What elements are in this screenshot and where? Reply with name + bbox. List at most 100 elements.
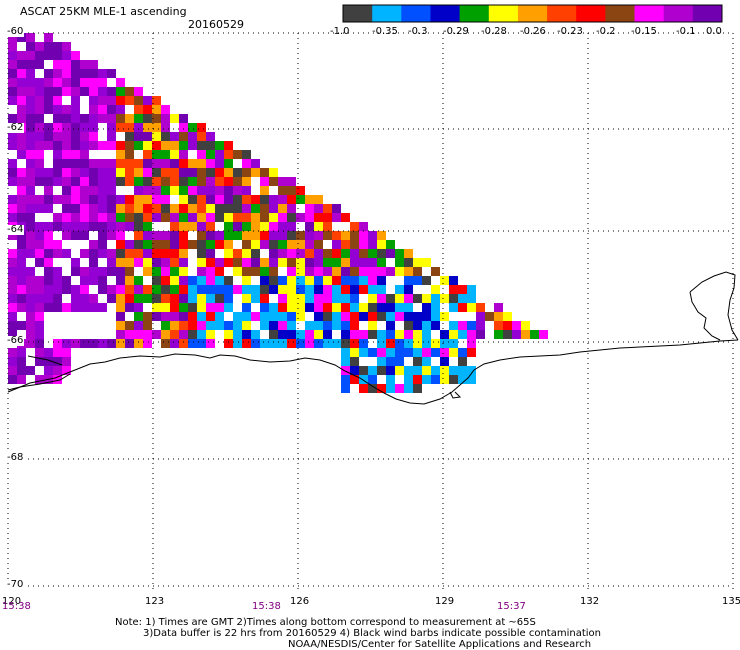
- data-cell: [152, 285, 161, 294]
- data-cell: [134, 339, 143, 348]
- data-cell: [368, 231, 377, 240]
- data-cell: [305, 330, 314, 339]
- data-cell: [170, 312, 179, 321]
- data-cell: [359, 276, 368, 285]
- data-cell: [359, 231, 368, 240]
- data-cell: [44, 285, 53, 294]
- data-cell: [224, 168, 233, 177]
- data-cell: [368, 249, 377, 258]
- data-cell: [89, 159, 98, 168]
- data-cell: [107, 141, 116, 150]
- data-cell: [179, 186, 188, 195]
- data-cell: [296, 294, 305, 303]
- data-cell: [314, 285, 323, 294]
- data-cell: [269, 276, 278, 285]
- data-cell: [62, 132, 71, 141]
- data-cell: [287, 258, 296, 267]
- data-cell: [134, 258, 143, 267]
- data-cell: [251, 177, 260, 186]
- data-cell: [269, 186, 278, 195]
- colorbar-segment: [634, 5, 665, 22]
- data-cell: [494, 312, 503, 321]
- data-cell: [314, 294, 323, 303]
- data-cell: [26, 96, 35, 105]
- data-cell: [62, 357, 71, 366]
- data-cell: [332, 267, 341, 276]
- data-cell: [35, 339, 44, 348]
- data-cell: [35, 150, 44, 159]
- data-cell: [215, 150, 224, 159]
- data-cell: [62, 105, 71, 114]
- data-cell: [71, 87, 80, 96]
- data-cell: [80, 231, 89, 240]
- data-cell: [125, 105, 134, 114]
- data-cell: [35, 276, 44, 285]
- data-cell: [188, 276, 197, 285]
- data-cell: [89, 105, 98, 114]
- data-cell: [242, 213, 251, 222]
- data-cell: [260, 195, 269, 204]
- data-cell: [458, 366, 467, 375]
- data-cell: [161, 222, 170, 231]
- data-cell: [44, 33, 53, 42]
- data-cell: [341, 222, 350, 231]
- data-cell: [449, 312, 458, 321]
- data-cell: [224, 195, 233, 204]
- data-cell: [143, 168, 152, 177]
- data-cell: [116, 285, 125, 294]
- data-cell: [152, 321, 161, 330]
- data-cell: [251, 312, 260, 321]
- data-cell: [44, 258, 53, 267]
- data-cell: [314, 231, 323, 240]
- data-cell: [35, 87, 44, 96]
- data-cell: [503, 312, 512, 321]
- data-cell: [125, 96, 134, 105]
- data-cell: [89, 96, 98, 105]
- data-cell: [431, 375, 440, 384]
- data-cell: [80, 87, 89, 96]
- data-cell: [161, 240, 170, 249]
- data-cell: [17, 276, 26, 285]
- data-cell: [521, 321, 530, 330]
- map-title: ASCAT 25KM MLE-1 ascending: [20, 5, 187, 18]
- data-cell: [368, 375, 377, 384]
- data-cell: [278, 186, 287, 195]
- data-cell: [26, 150, 35, 159]
- data-cell: [62, 69, 71, 78]
- data-cell: [431, 357, 440, 366]
- data-cell: [170, 303, 179, 312]
- data-cell: [125, 285, 134, 294]
- data-cell: [17, 51, 26, 60]
- data-cell: [26, 33, 35, 42]
- data-cell: [188, 222, 197, 231]
- data-cell: [71, 69, 80, 78]
- data-cell: [368, 312, 377, 321]
- lon-label-135: 135: [722, 596, 740, 607]
- data-cell: [350, 312, 359, 321]
- data-cell: [260, 204, 269, 213]
- data-cell: [413, 321, 422, 330]
- data-cell: [26, 249, 35, 258]
- data-cell: [251, 204, 260, 213]
- data-cell: [332, 258, 341, 267]
- data-cell: [377, 258, 386, 267]
- data-cell: [503, 321, 512, 330]
- data-cell: [422, 303, 431, 312]
- data-cell: [332, 240, 341, 249]
- data-cell: [53, 150, 62, 159]
- data-cell: [125, 159, 134, 168]
- data-cell: [377, 348, 386, 357]
- data-cell: [287, 303, 296, 312]
- data-cell: [422, 267, 431, 276]
- data-cell: [485, 330, 494, 339]
- data-cell: [26, 285, 35, 294]
- data-cell: [206, 222, 215, 231]
- data-cell: [530, 330, 539, 339]
- data-cell: [224, 339, 233, 348]
- data-cell: [242, 150, 251, 159]
- data-cell: [116, 276, 125, 285]
- data-cell: [341, 384, 350, 393]
- data-cell: [53, 375, 62, 384]
- data-cell: [269, 339, 278, 348]
- data-cell: [134, 123, 143, 132]
